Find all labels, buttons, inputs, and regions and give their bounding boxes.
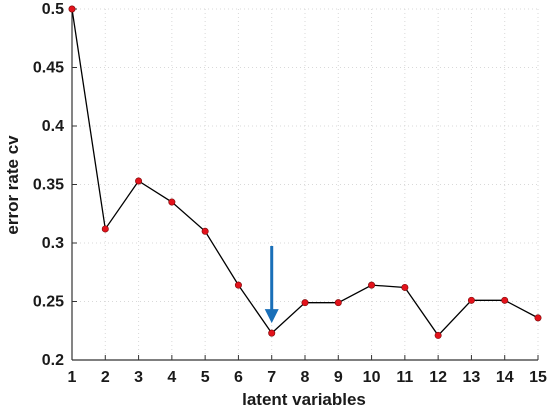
x-tick-label: 3 — [134, 369, 143, 386]
y-tick-label: 0.45 — [33, 60, 64, 77]
x-tick-label: 6 — [234, 369, 243, 386]
y-tick-label: 0.5 — [42, 1, 64, 18]
data-point — [168, 198, 176, 206]
x-tick-label: 4 — [167, 369, 176, 386]
y-tick-label: 0.35 — [33, 177, 64, 194]
x-tick-label: 9 — [334, 369, 343, 386]
data-point — [201, 227, 209, 235]
y-tick-label: 0.4 — [42, 118, 64, 135]
arrow-head — [264, 309, 279, 324]
data-point — [501, 296, 509, 304]
x-axis-label: latent variables — [242, 390, 366, 409]
x-tick-label: 14 — [496, 369, 514, 386]
x-tick-label: 7 — [267, 369, 276, 386]
data-point — [234, 281, 242, 289]
x-tick-label: 1 — [68, 369, 77, 386]
plot-frame — [71, 8, 539, 361]
data-point — [334, 299, 342, 307]
data-point — [301, 299, 309, 307]
y-tick-label: 0.25 — [33, 294, 64, 311]
x-tick-label: 13 — [463, 369, 481, 386]
data-point — [467, 296, 475, 304]
data-point — [135, 177, 143, 185]
x-tick-label: 15 — [529, 369, 547, 386]
y-axis-label: error rate cv — [3, 135, 22, 235]
data-point — [368, 281, 376, 289]
x-tick-label: 8 — [301, 369, 310, 386]
x-tick-label: 2 — [101, 369, 110, 386]
data-point — [101, 225, 109, 233]
data-point — [401, 283, 409, 291]
y-tick-labels: 0.2 0.25 0.3 0.35 0.4 0.45 0.5 — [33, 1, 64, 369]
data-point — [434, 331, 442, 339]
annotation-arrow — [264, 246, 279, 324]
y-tick-label: 0.3 — [42, 235, 64, 252]
x-tick-label: 10 — [363, 369, 381, 386]
data-point — [534, 314, 542, 322]
x-tick-label: 11 — [396, 369, 413, 386]
grid-lines — [71, 8, 539, 361]
data-point — [68, 5, 76, 13]
x-tick-label: 5 — [201, 369, 210, 386]
data-point — [268, 329, 276, 337]
x-tick-labels: 1 2 3 4 5 6 7 8 9 10 11 12 13 14 15 — [68, 369, 547, 386]
data-points — [68, 5, 542, 339]
y-tick-label: 0.2 — [42, 352, 64, 369]
x-tick-label: 12 — [429, 369, 447, 386]
